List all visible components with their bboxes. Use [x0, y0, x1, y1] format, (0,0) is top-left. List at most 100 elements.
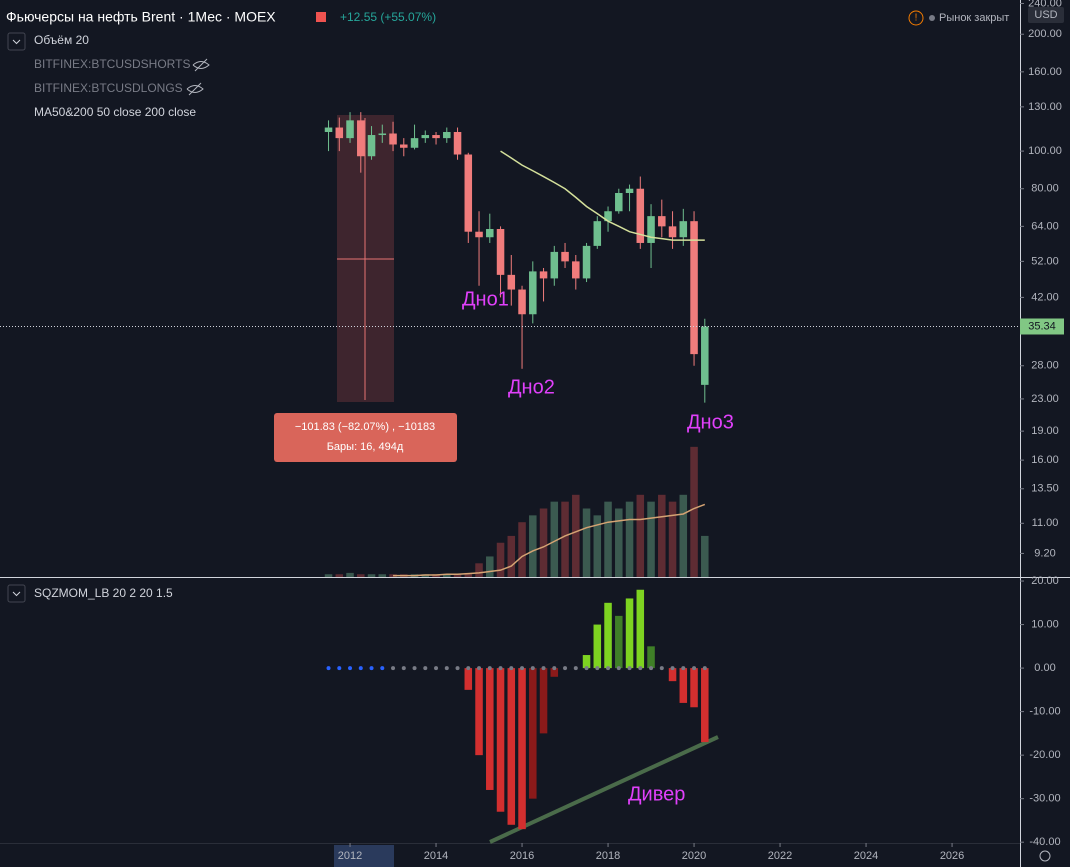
x-tick-label: 2014	[424, 850, 448, 862]
x-tick-label: 2020	[682, 850, 706, 862]
flag-icon[interactable]	[316, 12, 326, 22]
y-tick-label: 13.50	[1031, 483, 1059, 495]
candle-body	[324, 127, 333, 132]
volume-bar	[453, 574, 462, 577]
legend-item: BITFINEX:BTCUSDLONGS	[34, 81, 183, 95]
x-tick-label: 2026	[940, 850, 964, 862]
market-status: Рынок закрыт	[939, 12, 1009, 24]
squeeze-dot	[369, 666, 374, 671]
volume-bar	[550, 501, 559, 577]
y-tick-label: 11.00	[1032, 517, 1059, 529]
squeeze-dot	[434, 666, 439, 671]
candle-body	[679, 221, 688, 238]
candle-body	[604, 211, 612, 222]
candle-body	[421, 135, 430, 139]
price-change: +12.55 (+55.07%)	[340, 10, 436, 24]
squeeze-dot	[702, 666, 707, 671]
collapse-button[interactable]	[7, 32, 26, 51]
squeeze-dot	[627, 666, 632, 671]
indicator-title: SQZMOM_LB 20 2 20 1.5	[34, 586, 173, 600]
y-tick-label: 200.00	[1028, 28, 1062, 40]
y-tick-label: 160.00	[1028, 66, 1062, 78]
momentum-bar	[539, 668, 548, 734]
momentum-bar	[604, 602, 612, 669]
volume-bar	[346, 572, 354, 577]
candle-body	[453, 131, 462, 155]
volume-bar	[475, 563, 483, 577]
warning-mark: !	[915, 13, 918, 24]
y-tick-label: -10.00	[1029, 706, 1060, 718]
y-tick-label: 42.00	[1031, 291, 1059, 303]
y-tick-label: 23.00	[1031, 393, 1059, 405]
volume-bar	[357, 574, 365, 577]
candle-body	[464, 154, 473, 232]
candle-body	[410, 138, 419, 148]
divergence-line	[489, 735, 719, 844]
volume-bar	[529, 515, 537, 577]
squeeze-dot	[595, 666, 600, 671]
settings-icon[interactable]	[1039, 850, 1051, 862]
squeeze-dot	[455, 666, 460, 671]
squeeze-dot	[681, 666, 686, 671]
candle-body	[335, 127, 344, 139]
y-tick-label: 64.00	[1031, 220, 1059, 232]
y-tick-label: 240.00	[1028, 0, 1062, 9]
candle-body	[475, 231, 483, 238]
volume-bar	[572, 494, 580, 577]
momentum-bar	[529, 668, 537, 799]
last-price-box	[1020, 318, 1064, 335]
candle-body	[668, 226, 677, 238]
y-tick-label: 130.00	[1028, 101, 1062, 113]
momentum-bar	[518, 668, 526, 830]
squeeze-dot	[573, 666, 578, 671]
collapse-button[interactable]	[7, 584, 26, 603]
candle-body	[432, 135, 440, 139]
x-tick-label: 2018	[596, 850, 620, 862]
hidden-icon[interactable]	[186, 82, 204, 96]
status-dot	[929, 15, 935, 21]
candle-body	[518, 289, 526, 315]
volume-bar	[690, 446, 698, 577]
candle-body	[701, 326, 709, 385]
candle-body	[378, 133, 387, 136]
warning-icon[interactable]	[908, 10, 924, 26]
candle-body	[496, 229, 505, 275]
momentum-bar	[636, 589, 645, 669]
volume-bar	[668, 501, 677, 577]
squeeze-dot	[423, 666, 428, 671]
annotation: Дно2	[508, 376, 555, 398]
squeeze-dot	[391, 666, 396, 671]
momentum-bar	[464, 668, 473, 690]
candle-body	[625, 188, 634, 193]
volume-bar	[507, 535, 516, 577]
candle-body	[636, 188, 645, 243]
chevron	[12, 39, 21, 45]
volume-bar	[679, 494, 688, 577]
squeeze-dot	[348, 666, 353, 671]
volume-bar	[443, 574, 451, 577]
y-tick-label: 52.00	[1031, 255, 1059, 267]
candle-body	[443, 131, 451, 139]
volume-bar	[496, 542, 505, 577]
momentum-bar	[679, 668, 688, 703]
squeeze-dot	[530, 666, 535, 671]
hidden-icon[interactable]	[192, 58, 210, 72]
momentum-bar	[701, 668, 709, 743]
momentum-bar	[550, 668, 559, 677]
squeeze-dot	[498, 666, 503, 671]
squeeze-dot	[401, 666, 406, 671]
squeeze-dot	[584, 666, 589, 671]
currency: USD	[1034, 9, 1057, 21]
squeeze-dot	[444, 666, 449, 671]
momentum-bar	[647, 646, 655, 669]
volume-bar	[324, 574, 333, 577]
y-tick-label: 9.20	[1034, 547, 1055, 559]
currency-box[interactable]	[1028, 7, 1064, 23]
squeeze-dot	[541, 666, 546, 671]
candle-body	[561, 251, 569, 262]
momentum-bar	[668, 668, 677, 682]
momentum-bar	[507, 668, 516, 825]
y-tick-label: -30.00	[1029, 793, 1060, 805]
annotation: Дно3	[687, 411, 734, 433]
legend-item: BITFINEX:BTCUSDSHORTS	[34, 57, 190, 71]
